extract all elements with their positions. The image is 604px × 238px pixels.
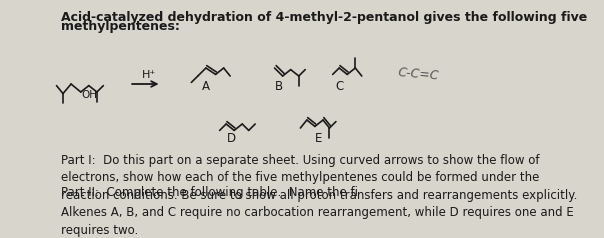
Text: Part II:  Complete the following table.  Name the fi: Part II: Complete the following table. N… [60, 186, 358, 199]
Text: C: C [335, 80, 343, 93]
Text: H⁺: H⁺ [142, 70, 156, 80]
Text: C-C=C: C-C=C [397, 66, 440, 83]
Text: methylpentenes:: methylpentenes: [60, 20, 179, 33]
Text: Acid-catalyzed dehydration of 4-methyl-2-pentanol gives the following five: Acid-catalyzed dehydration of 4-methyl-2… [60, 11, 587, 24]
Text: E: E [315, 132, 323, 145]
Text: Part I:  Do this part on a separate sheet. Using curved arrows to show the flow : Part I: Do this part on a separate sheet… [60, 154, 577, 237]
Text: D: D [226, 132, 236, 145]
Text: OH: OH [82, 90, 98, 100]
Text: B: B [275, 80, 283, 93]
Text: A: A [202, 80, 210, 93]
